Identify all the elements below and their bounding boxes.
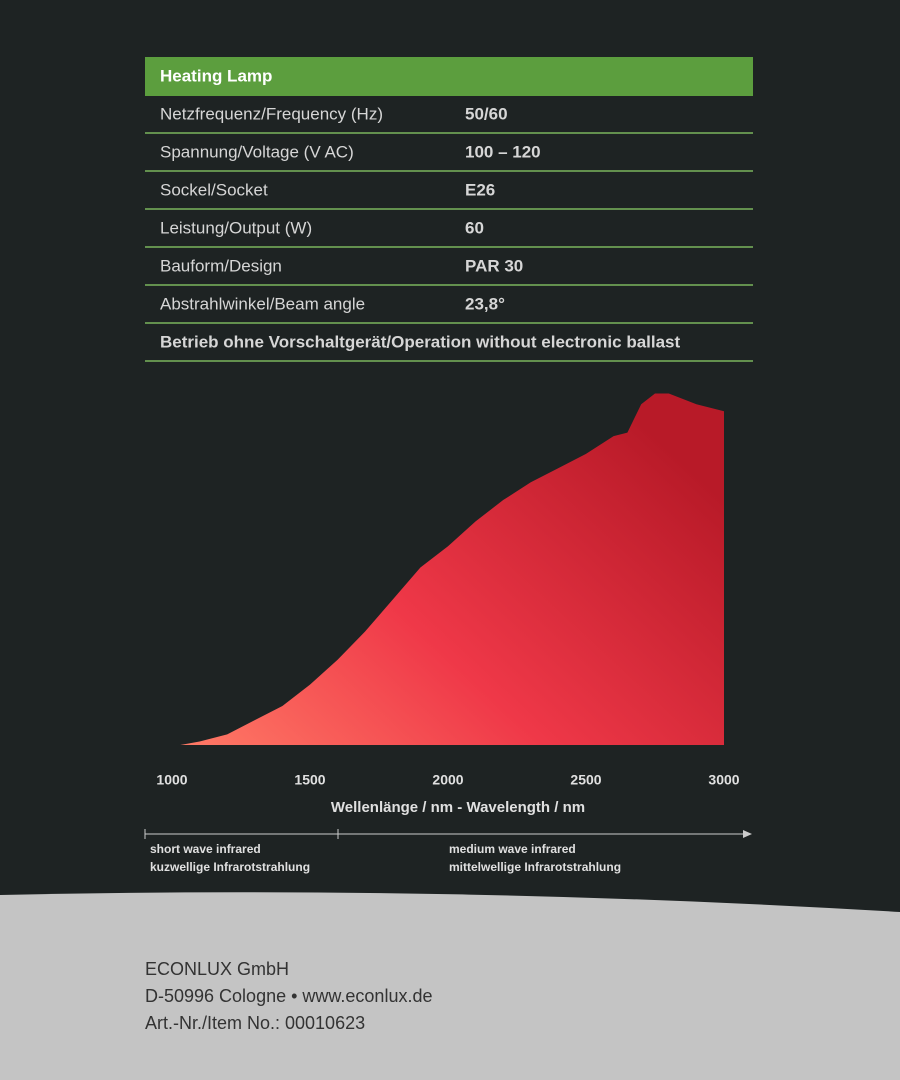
row-value: 23,8° bbox=[465, 294, 505, 313]
spectrum-area bbox=[180, 393, 724, 745]
table: Netzfrequenz/Frequency (Hz) 50/60 Spannung… bbox=[145, 104, 753, 362]
chart: Wellenlänge / nm - Wavelength / nm short… bbox=[144, 393, 752, 874]
table-note: Betrieb ohne Vorschaltgerät/Operation wi… bbox=[160, 332, 681, 351]
footer-text: D-50996 Cologne • www.econlux.de bbox=[145, 986, 432, 1006]
table-header bbox=[145, 57, 753, 96]
x-tick-label: 1000 bbox=[156, 772, 187, 788]
footer-text: ECONLUX GmbH bbox=[145, 959, 289, 979]
range-label: mittelwellige Infrarotstrahlung bbox=[449, 860, 621, 874]
x-axis-label: Wellenlänge / nm - Wavelength / nm bbox=[331, 799, 585, 816]
row-label: Leistung/Output (W) bbox=[160, 218, 312, 237]
row-label: Sockel/Socket bbox=[160, 180, 268, 199]
row-label: Bauform/Design bbox=[160, 256, 282, 275]
row-value: 50/60 bbox=[465, 104, 508, 123]
row-label: Abstrahlwinkel/Beam angle bbox=[160, 294, 365, 313]
range-label: kuzwellige Infrarotstrahlung bbox=[150, 860, 310, 874]
range-label: medium wave infrared bbox=[449, 842, 576, 856]
x-tick-label: 3000 bbox=[708, 772, 739, 788]
x-tick-label: 1500 bbox=[294, 772, 325, 788]
range-arrow bbox=[743, 830, 752, 838]
footer-text: Art.-Nr./Item No.: 00010623 bbox=[145, 1013, 365, 1033]
x-tick-label: 2000 bbox=[432, 772, 463, 788]
row-label: Netzfrequenz/Frequency (Hz) bbox=[160, 104, 383, 123]
row-value: E26 bbox=[465, 180, 495, 199]
table-title: Heating Lamp bbox=[160, 66, 272, 85]
row-value: 100 – 120 bbox=[465, 142, 541, 161]
row-value: 60 bbox=[465, 218, 484, 237]
row-value: PAR 30 bbox=[465, 256, 523, 275]
x-tick-label: 2500 bbox=[570, 772, 601, 788]
row-label: Spannung/Voltage (V AC) bbox=[160, 142, 354, 161]
footer-panel bbox=[0, 892, 900, 1080]
range-label: short wave infrared bbox=[150, 842, 261, 856]
